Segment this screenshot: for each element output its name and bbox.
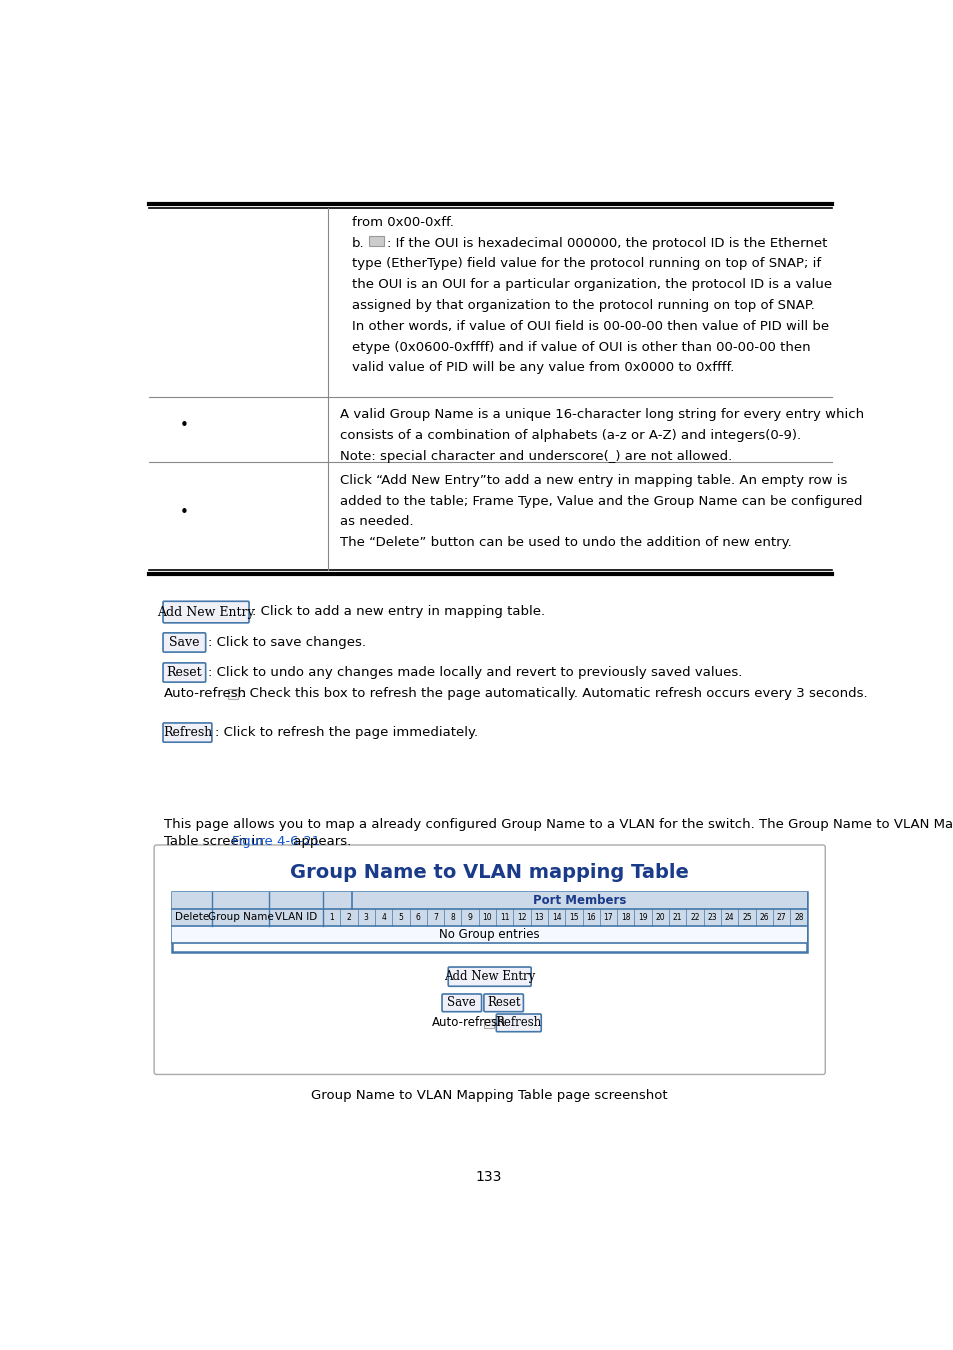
Text: b.: b. [352, 236, 364, 250]
Text: 133: 133 [476, 1170, 501, 1184]
Text: Note: special character and underscore(_) are not allowed.: Note: special character and underscore(_… [340, 450, 732, 463]
Text: type (EtherType) field value for the protocol running on top of SNAP; if: type (EtherType) field value for the pro… [352, 258, 820, 270]
Text: consists of a combination of alphabets (a-z or A-Z) and integers(0-9).: consists of a combination of alphabets (… [340, 429, 801, 443]
Text: : Click to save changes.: : Click to save changes. [208, 636, 366, 649]
Text: : Click to refresh the page immediately.: : Click to refresh the page immediately. [214, 726, 477, 738]
Text: Figure 4-6-21: Figure 4-6-21 [232, 836, 319, 848]
Text: Group Name: Group Name [208, 913, 274, 922]
Text: 10: 10 [482, 913, 492, 922]
Text: Port Members: Port Members [533, 894, 625, 907]
Text: 2: 2 [346, 913, 351, 922]
FancyBboxPatch shape [163, 633, 206, 652]
Text: 3: 3 [363, 913, 369, 922]
Text: Refresh: Refresh [496, 1017, 541, 1029]
FancyBboxPatch shape [228, 688, 237, 699]
Text: Add New Entry: Add New Entry [157, 606, 254, 618]
FancyBboxPatch shape [172, 892, 806, 952]
Text: : Click to add a new entry in mapping table.: : Click to add a new entry in mapping ta… [252, 605, 544, 618]
Text: Save: Save [447, 996, 476, 1010]
Text: 6: 6 [416, 913, 420, 922]
Text: assigned by that organization to the protocol running on top of SNAP.: assigned by that organization to the pro… [352, 300, 814, 312]
Text: Click “Add New Entry”to add a new entry in mapping table. An empty row is: Click “Add New Entry”to add a new entry … [340, 474, 846, 487]
Text: the OUI is an OUI for a particular organization, the protocol ID is a value: the OUI is an OUI for a particular organ… [352, 278, 831, 292]
Text: 26: 26 [759, 913, 768, 922]
FancyBboxPatch shape [163, 601, 249, 622]
Text: appears.: appears. [289, 836, 351, 848]
FancyBboxPatch shape [172, 926, 806, 942]
Text: •: • [179, 505, 189, 520]
FancyBboxPatch shape [441, 994, 481, 1011]
Text: 25: 25 [741, 913, 751, 922]
FancyBboxPatch shape [163, 663, 206, 682]
Text: A valid Group Name is a unique 16-character long string for every entry which: A valid Group Name is a unique 16-charac… [340, 409, 863, 421]
Text: : Click to undo any changes made locally and revert to previously saved values.: : Click to undo any changes made locally… [208, 666, 742, 679]
Text: from 0x00-0xff.: from 0x00-0xff. [352, 216, 453, 230]
Text: In other words, if value of OUI field is 00-00-00 then value of PID will be: In other words, if value of OUI field is… [352, 320, 828, 333]
Text: 19: 19 [638, 913, 647, 922]
Text: Delete: Delete [174, 913, 209, 922]
FancyBboxPatch shape [172, 892, 806, 909]
Text: Add New Entry: Add New Entry [443, 971, 535, 983]
FancyBboxPatch shape [172, 909, 806, 926]
FancyBboxPatch shape [483, 994, 523, 1011]
Text: 9: 9 [467, 913, 472, 922]
Text: 27: 27 [776, 913, 785, 922]
Text: Refresh: Refresh [163, 726, 212, 738]
Text: Reset: Reset [486, 996, 519, 1010]
Text: 18: 18 [620, 913, 630, 922]
Text: 5: 5 [398, 913, 403, 922]
Text: 12: 12 [517, 913, 526, 922]
Text: Reset: Reset [167, 666, 202, 679]
FancyBboxPatch shape [448, 967, 531, 987]
Text: 16: 16 [586, 913, 596, 922]
Text: Group Name to VLAN mapping Table: Group Name to VLAN mapping Table [290, 863, 688, 882]
Text: 8: 8 [450, 913, 455, 922]
Text: added to the table; Frame Type, Value and the Group Name can be configured: added to the table; Frame Type, Value an… [340, 494, 862, 508]
Text: 17: 17 [603, 913, 613, 922]
Text: : If the OUI is hexadecimal 000000, the protocol ID is the Ethernet: : If the OUI is hexadecimal 000000, the … [387, 236, 827, 250]
Text: VLAN ID: VLAN ID [274, 913, 316, 922]
Text: valid value of PID will be any value from 0x0000 to 0xffff.: valid value of PID will be any value fro… [352, 362, 734, 374]
FancyBboxPatch shape [154, 845, 824, 1075]
Text: as needed.: as needed. [340, 516, 414, 528]
Text: : Check this box to refresh the page automatically. Automatic refresh occurs eve: : Check this box to refresh the page aut… [241, 687, 866, 699]
Text: No Group entries: No Group entries [439, 927, 539, 941]
Text: 14: 14 [551, 913, 560, 922]
Text: This page allows you to map a already configured Group Name to a VLAN for the sw: This page allows you to map a already co… [164, 818, 953, 832]
Text: 22: 22 [690, 913, 699, 922]
Text: 11: 11 [499, 913, 509, 922]
Text: 28: 28 [793, 913, 802, 922]
FancyBboxPatch shape [369, 236, 384, 246]
Text: Save: Save [169, 636, 199, 649]
Text: •: • [179, 418, 189, 433]
FancyBboxPatch shape [496, 1014, 540, 1031]
Text: 7: 7 [433, 913, 437, 922]
Text: 1: 1 [329, 913, 334, 922]
Text: etype (0x0600-0xffff) and if value of OUI is other than 00-00-00 then: etype (0x0600-0xffff) and if value of OU… [352, 340, 809, 354]
Text: The “Delete” button can be used to undo the addition of new entry.: The “Delete” button can be used to undo … [340, 536, 791, 549]
Text: Auto-refresh: Auto-refresh [164, 687, 247, 699]
Text: 4: 4 [381, 913, 386, 922]
Text: 23: 23 [707, 913, 717, 922]
Text: Group Name to VLAN Mapping Table page screenshot: Group Name to VLAN Mapping Table page sc… [311, 1089, 667, 1102]
Text: Table screen in: Table screen in [164, 836, 268, 848]
Text: 13: 13 [534, 913, 543, 922]
FancyBboxPatch shape [163, 724, 212, 742]
Text: 20: 20 [655, 913, 664, 922]
Text: 24: 24 [724, 913, 734, 922]
Text: 15: 15 [569, 913, 578, 922]
Text: Auto-refresh: Auto-refresh [431, 1017, 505, 1029]
Text: 21: 21 [672, 913, 681, 922]
FancyBboxPatch shape [484, 1019, 493, 1029]
